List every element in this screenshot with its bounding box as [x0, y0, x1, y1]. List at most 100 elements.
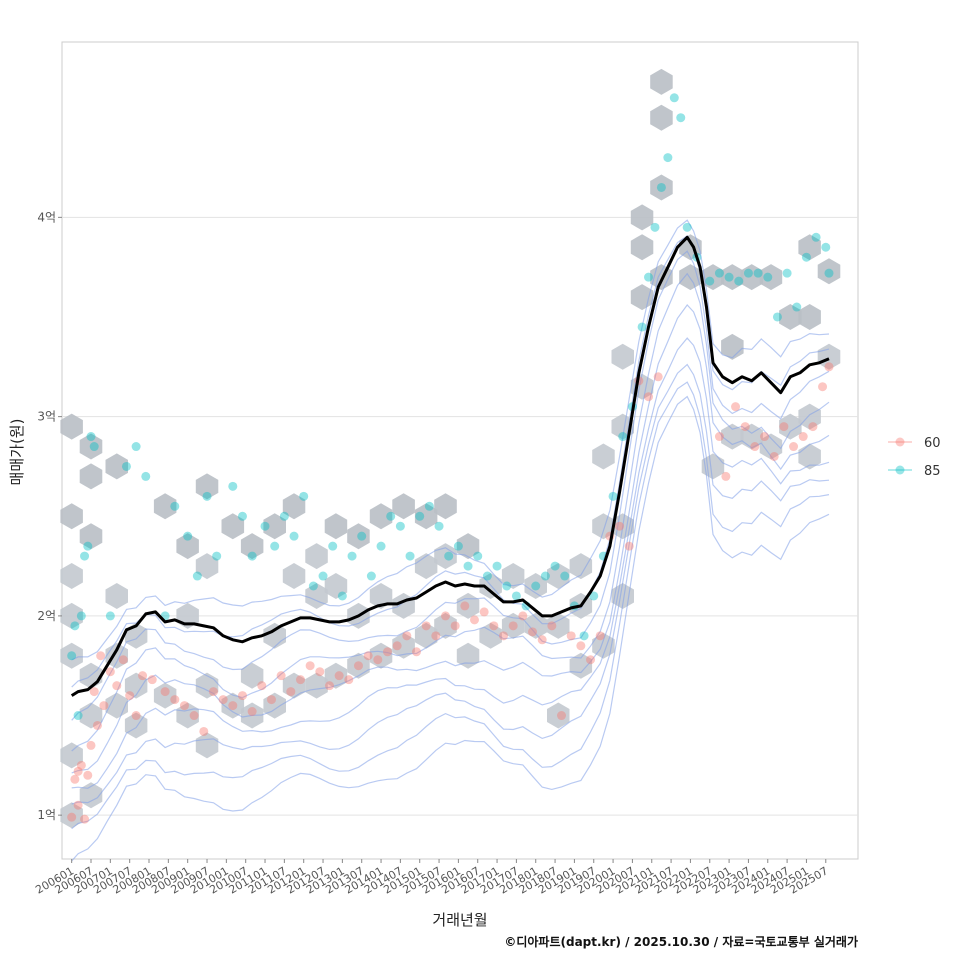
hexbin-cell [721, 333, 744, 360]
point-series-60 [125, 691, 135, 701]
legend-item-85[interactable]: 85 [888, 464, 941, 479]
point-series-85 [824, 268, 834, 278]
point-series-60 [489, 621, 499, 631]
hexbin-cell [630, 234, 654, 261]
hexbin-cell [153, 682, 177, 709]
hexbin-cell [740, 264, 763, 291]
point-series-85 [618, 432, 628, 442]
legend-key-dot-60 [895, 437, 905, 447]
point-series-85 [73, 711, 83, 721]
hexbin-cell [305, 543, 328, 570]
point-series-85 [637, 322, 647, 332]
point-series-60 [528, 627, 538, 637]
point-series-85 [434, 521, 444, 531]
point-series-60 [740, 422, 750, 432]
point-series-60 [392, 641, 402, 651]
hexbin-cell [650, 68, 673, 95]
point-series-85 [83, 541, 93, 551]
point-series-85 [763, 272, 773, 282]
density-contour-1 [71, 381, 830, 830]
hexbin-cell [547, 563, 570, 589]
point-series-85 [270, 541, 280, 551]
hexbin-cell [779, 413, 802, 440]
point-series-85 [89, 442, 99, 452]
point-series-60 [67, 812, 77, 822]
density-contour-6 [71, 250, 830, 721]
point-series-60 [199, 726, 209, 736]
point-series-60 [257, 681, 267, 691]
hexbin-cell [79, 782, 103, 809]
density-contour-3 [71, 337, 830, 789]
density-contour-4 [71, 304, 830, 774]
point-series-85 [482, 571, 492, 581]
point-series-85 [782, 268, 792, 278]
point-series-85 [531, 581, 541, 591]
hexbin-cell [701, 264, 725, 291]
point-series-85 [202, 491, 212, 501]
legend-item-60[interactable]: 60 [888, 436, 941, 451]
point-series-85 [357, 531, 367, 541]
hexbin-cell [369, 583, 393, 609]
point-series-60 [576, 641, 586, 651]
point-series-85 [405, 551, 415, 561]
point-series-85 [237, 511, 247, 521]
scatter-points-layer [67, 93, 834, 824]
hexbin-cell [263, 513, 286, 540]
point-series-85 [395, 521, 405, 531]
hexbin-cell [479, 622, 502, 649]
point-series-85 [724, 272, 734, 282]
point-series-85 [131, 442, 141, 452]
point-series-85 [247, 551, 257, 561]
hexbin-cell [60, 563, 83, 589]
point-series-60 [818, 382, 828, 392]
hexbin-cell [414, 503, 438, 530]
point-series-85 [337, 591, 347, 601]
point-series-60 [76, 760, 86, 770]
point-series-85 [650, 222, 660, 232]
point-series-60 [382, 647, 392, 657]
hexbin-cell [524, 612, 547, 639]
point-series-60 [70, 774, 80, 784]
point-series-60 [112, 681, 122, 691]
point-series-60 [276, 671, 286, 681]
hexbin-cell [324, 662, 348, 689]
point-series-60 [615, 521, 625, 531]
hexbin-cell [324, 573, 348, 599]
point-series-85 [299, 491, 309, 501]
legend: 60 85 [888, 436, 941, 479]
hexbin-cell [369, 503, 393, 530]
point-series-60 [73, 800, 83, 810]
y-axis-title: 매매가(원) [8, 419, 26, 486]
hexbin-cell [153, 493, 177, 520]
point-series-85 [76, 611, 86, 621]
hexbin-cell [547, 702, 570, 729]
point-series-85 [772, 312, 782, 322]
point-series-85 [753, 268, 763, 278]
hexbin-cell [60, 802, 83, 829]
point-series-85 [682, 222, 692, 232]
point-series-85 [714, 268, 724, 278]
hexbin-cell [798, 304, 821, 330]
point-series-60 [450, 621, 460, 631]
point-series-85 [444, 551, 454, 561]
point-series-85 [811, 232, 821, 242]
hexbin-cell [221, 513, 245, 540]
hexbin-cell [392, 493, 415, 520]
hexbin-cell [221, 692, 245, 719]
point-series-60 [798, 432, 808, 442]
point-series-60 [286, 687, 296, 697]
hexbin-cell [501, 563, 525, 589]
point-series-85 [560, 571, 570, 581]
point-series-60 [731, 402, 741, 412]
point-series-60 [824, 362, 834, 372]
point-series-60 [595, 631, 605, 641]
density-contour-2 [71, 363, 830, 805]
point-series-60 [160, 687, 170, 697]
point-series-60 [247, 707, 257, 717]
point-series-60 [344, 675, 354, 685]
density-contour-5 [71, 272, 830, 752]
hexbin-cell [701, 453, 725, 480]
point-series-60 [653, 372, 663, 382]
point-series-60 [189, 711, 199, 721]
